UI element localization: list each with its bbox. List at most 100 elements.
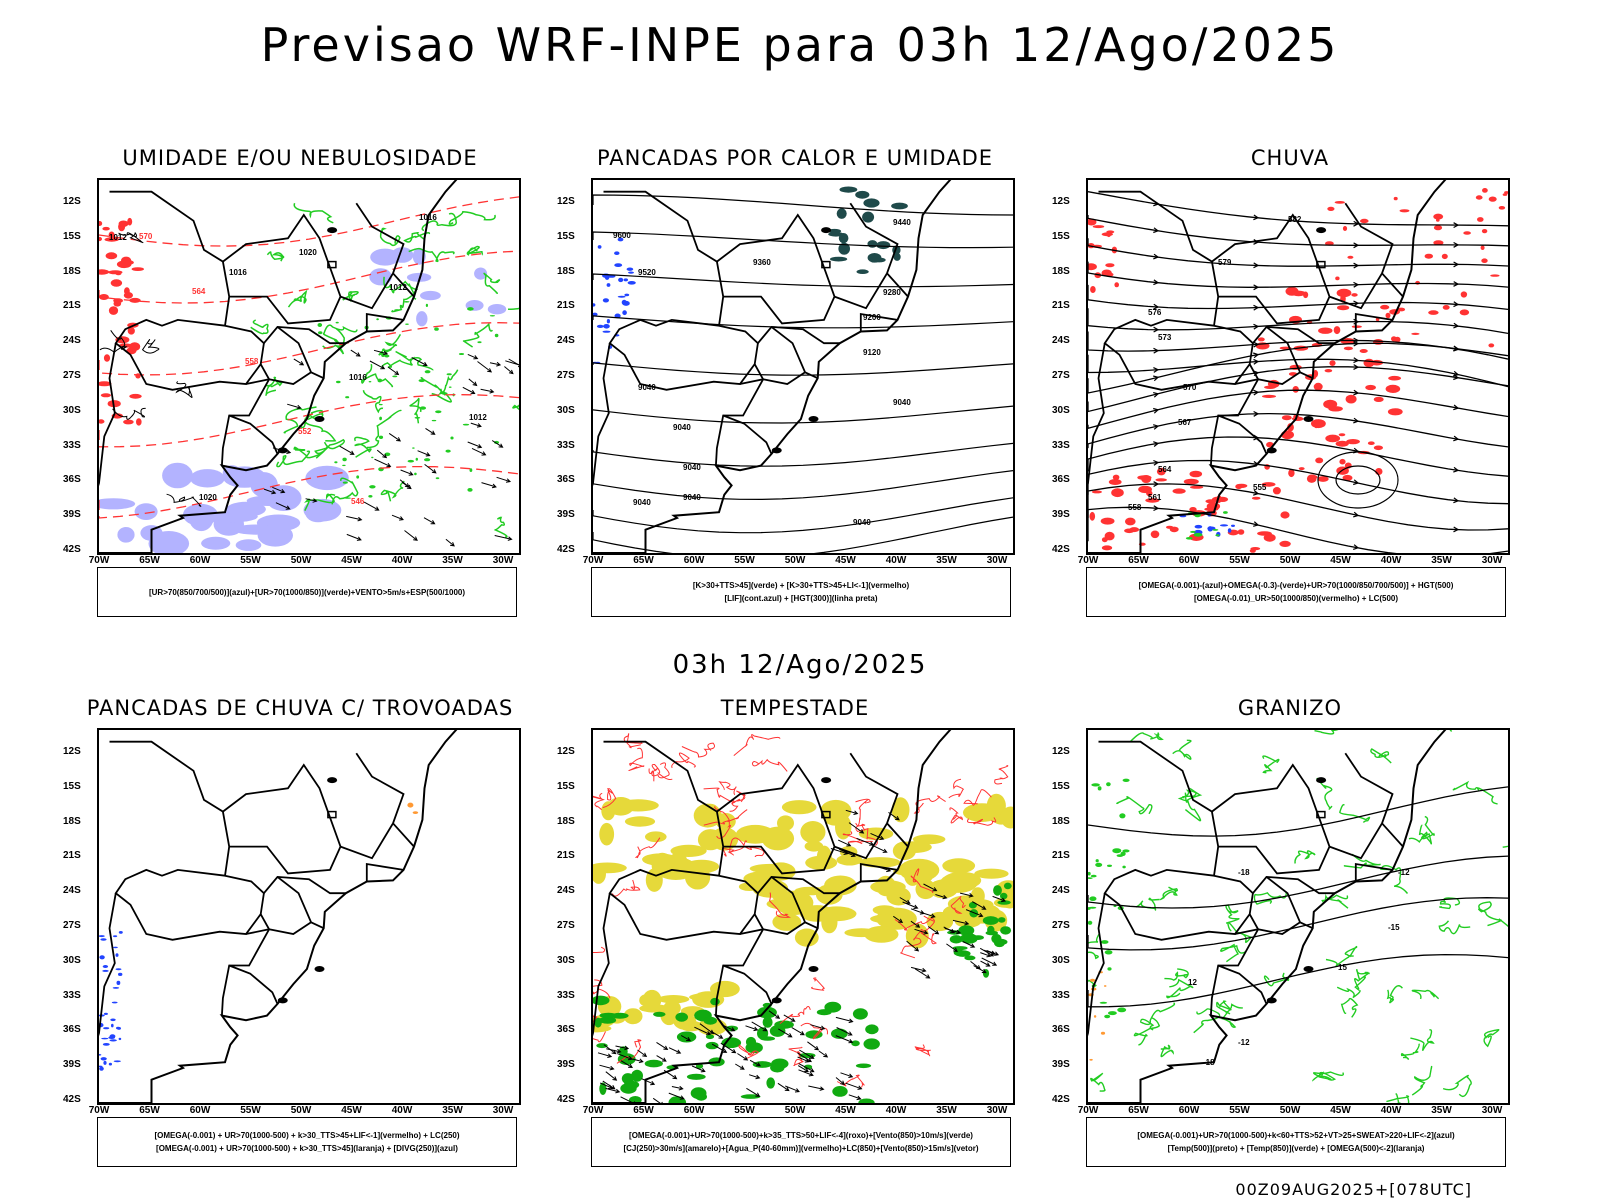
temp850-contour bbox=[1088, 933, 1100, 960]
humidity-low-dot bbox=[356, 475, 360, 479]
rain-area bbox=[1385, 384, 1401, 393]
temp850-contour bbox=[1122, 865, 1126, 869]
wind850-area bbox=[725, 1025, 738, 1032]
temp850-contour bbox=[1117, 1007, 1127, 1013]
wind-vector bbox=[605, 1071, 618, 1081]
rain-area bbox=[1481, 258, 1488, 263]
convection-area bbox=[838, 242, 850, 255]
border-line bbox=[365, 312, 404, 332]
divergence-area bbox=[118, 1037, 122, 1041]
border-line bbox=[365, 862, 404, 882]
rain-area bbox=[1324, 369, 1333, 373]
humidity-low-dot bbox=[345, 396, 350, 399]
humidity-low-dot bbox=[425, 303, 428, 307]
wind-vector bbox=[980, 952, 992, 958]
border-line bbox=[228, 964, 279, 1005]
wind-vector bbox=[400, 469, 414, 476]
humidity-upper-area bbox=[190, 469, 225, 488]
omega-strong-area bbox=[1190, 530, 1196, 533]
lon-tick-label: 60W bbox=[1178, 1105, 1200, 1116]
wind850-area bbox=[599, 1016, 617, 1024]
rain-area bbox=[1318, 327, 1333, 334]
lon-tick-label: 70W bbox=[88, 1105, 110, 1116]
lat-tick-label: 33S bbox=[1052, 989, 1070, 1001]
border-line bbox=[392, 822, 415, 848]
humidity-low-contour bbox=[366, 409, 402, 449]
streamline-arrow bbox=[1353, 511, 1360, 518]
wind-vector bbox=[602, 1080, 616, 1090]
contour-label: 9040 bbox=[853, 518, 871, 527]
wind850-area bbox=[832, 1086, 848, 1097]
lat-tick-label: 42S bbox=[557, 1094, 575, 1105]
jet-area bbox=[905, 923, 929, 949]
border-line bbox=[245, 363, 271, 385]
wind850-area bbox=[865, 1024, 879, 1035]
hgt300-contour bbox=[593, 194, 1013, 216]
wind-vector bbox=[848, 822, 865, 834]
wind-vector bbox=[980, 960, 991, 967]
rain-area bbox=[1257, 337, 1265, 342]
pw-contour bbox=[703, 809, 748, 826]
lat-tick-label: 15S bbox=[63, 780, 81, 792]
wind-vector bbox=[818, 1050, 829, 1058]
humidity-low-contour bbox=[362, 390, 384, 414]
rain-area bbox=[1481, 229, 1488, 234]
lat-tick-label: 15S bbox=[557, 230, 575, 242]
wind850-area bbox=[964, 932, 976, 943]
divergence-area bbox=[113, 935, 118, 938]
humidity-low-dot bbox=[384, 452, 391, 457]
jet-area bbox=[870, 914, 909, 924]
lon-tick-label: 60W bbox=[189, 555, 211, 566]
page-title: Previsao WRF-INPE para 03h 12/Ago/2025 bbox=[260, 18, 1340, 72]
humidity-low-dot bbox=[467, 307, 474, 311]
pw-contour bbox=[811, 977, 825, 991]
contour-label: 1012 bbox=[389, 283, 407, 292]
humidity-low-dot bbox=[419, 406, 426, 410]
humidity-low-dot bbox=[435, 477, 440, 480]
contour-label: 9280 bbox=[883, 288, 901, 297]
lon-tick-label: 35W bbox=[1431, 555, 1452, 566]
lat-tick-label: 27S bbox=[63, 920, 81, 931]
divergence-area bbox=[108, 1036, 115, 1039]
pw-contour bbox=[681, 742, 716, 758]
wind-vector bbox=[668, 1092, 685, 1100]
temp850-contour bbox=[1442, 1074, 1472, 1097]
wind850-area bbox=[675, 1012, 688, 1022]
lake bbox=[314, 415, 325, 422]
lif-contour-area bbox=[593, 312, 598, 317]
humidity-low-dot bbox=[405, 323, 409, 325]
terrain-shade bbox=[108, 270, 123, 275]
humidity-low-dot bbox=[384, 354, 390, 358]
lif-contour-area bbox=[606, 283, 611, 287]
contour-label: -12 bbox=[1238, 1038, 1250, 1047]
rain-area bbox=[1367, 441, 1375, 446]
rain-area bbox=[1089, 511, 1096, 521]
lon-tick-label: 45W bbox=[835, 1105, 856, 1116]
temp850-contour bbox=[1339, 803, 1371, 823]
pw-contour bbox=[994, 765, 1009, 785]
humidity-low-dot bbox=[462, 423, 470, 426]
wind-vector bbox=[641, 1078, 656, 1086]
wind-vector bbox=[391, 514, 404, 521]
wind-vector bbox=[411, 357, 428, 367]
terrain-shade bbox=[99, 381, 112, 387]
lon-tick-label: 50W bbox=[1279, 555, 1301, 566]
humidity-low-dot bbox=[450, 436, 454, 440]
wind-vector bbox=[711, 1043, 728, 1053]
divergence-area bbox=[99, 1054, 102, 1056]
legend-umidade: [UR>70(850/700/500)](azul)+[UR>70(1000/8… bbox=[97, 567, 517, 617]
wind-vector bbox=[944, 927, 962, 935]
rain-area bbox=[1298, 467, 1305, 471]
border-line bbox=[1257, 921, 1301, 935]
rain-area bbox=[1504, 191, 1508, 194]
lake bbox=[808, 415, 819, 422]
rain-area bbox=[1280, 511, 1290, 519]
rain-area bbox=[1291, 290, 1306, 297]
terrain-shade bbox=[127, 327, 135, 335]
wind-vector bbox=[481, 482, 497, 489]
terrain-shade bbox=[100, 393, 111, 398]
border-line bbox=[1265, 876, 1314, 930]
humidity-low-dot bbox=[378, 435, 384, 439]
rain-area bbox=[1235, 483, 1248, 488]
omega-area bbox=[1219, 524, 1229, 527]
